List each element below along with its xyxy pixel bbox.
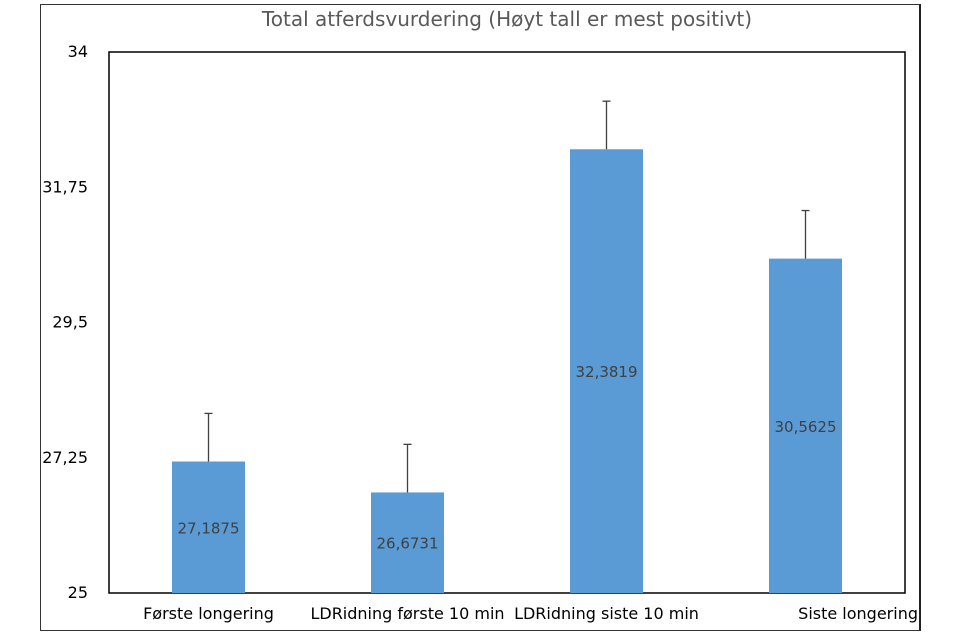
bar: [570, 149, 643, 593]
y-tick-label: 25: [68, 583, 88, 602]
category-label: Siste longering: [798, 604, 918, 623]
bar-value-label: 30,5625: [774, 418, 836, 436]
category-label: LDRidning første 10 min: [310, 604, 504, 623]
y-tick-label: 27,25: [42, 448, 88, 467]
y-tick-label: 29,5: [52, 313, 88, 332]
bar-value-label: 27,1875: [177, 519, 239, 537]
bar-value-label: 32,3819: [575, 363, 637, 381]
chart-title: Total atferdsvurdering (Høyt tall er mes…: [261, 7, 752, 31]
value-labels: 27,1875 26,6731 32,3819 30,5625: [177, 363, 836, 553]
y-axis-ticks: 25 27,25 29,5 31,75 34: [42, 42, 88, 602]
bar: [371, 492, 444, 593]
plot-area: [108, 51, 906, 594]
error-bars: [204, 100, 810, 493]
y-tick-label: 34: [68, 42, 88, 61]
bar: [172, 461, 245, 593]
category-labels: Første longering LDRidning første 10 min L…: [143, 604, 918, 623]
category-label: Første longering: [143, 604, 274, 623]
bars: [172, 149, 842, 593]
bar-value-label: 26,6731: [376, 535, 438, 553]
category-label: LDRidning siste 10 min: [514, 604, 699, 623]
chart-frame: [40, 4, 921, 631]
bar: [769, 258, 842, 593]
y-tick-label: 31,75: [42, 177, 88, 196]
